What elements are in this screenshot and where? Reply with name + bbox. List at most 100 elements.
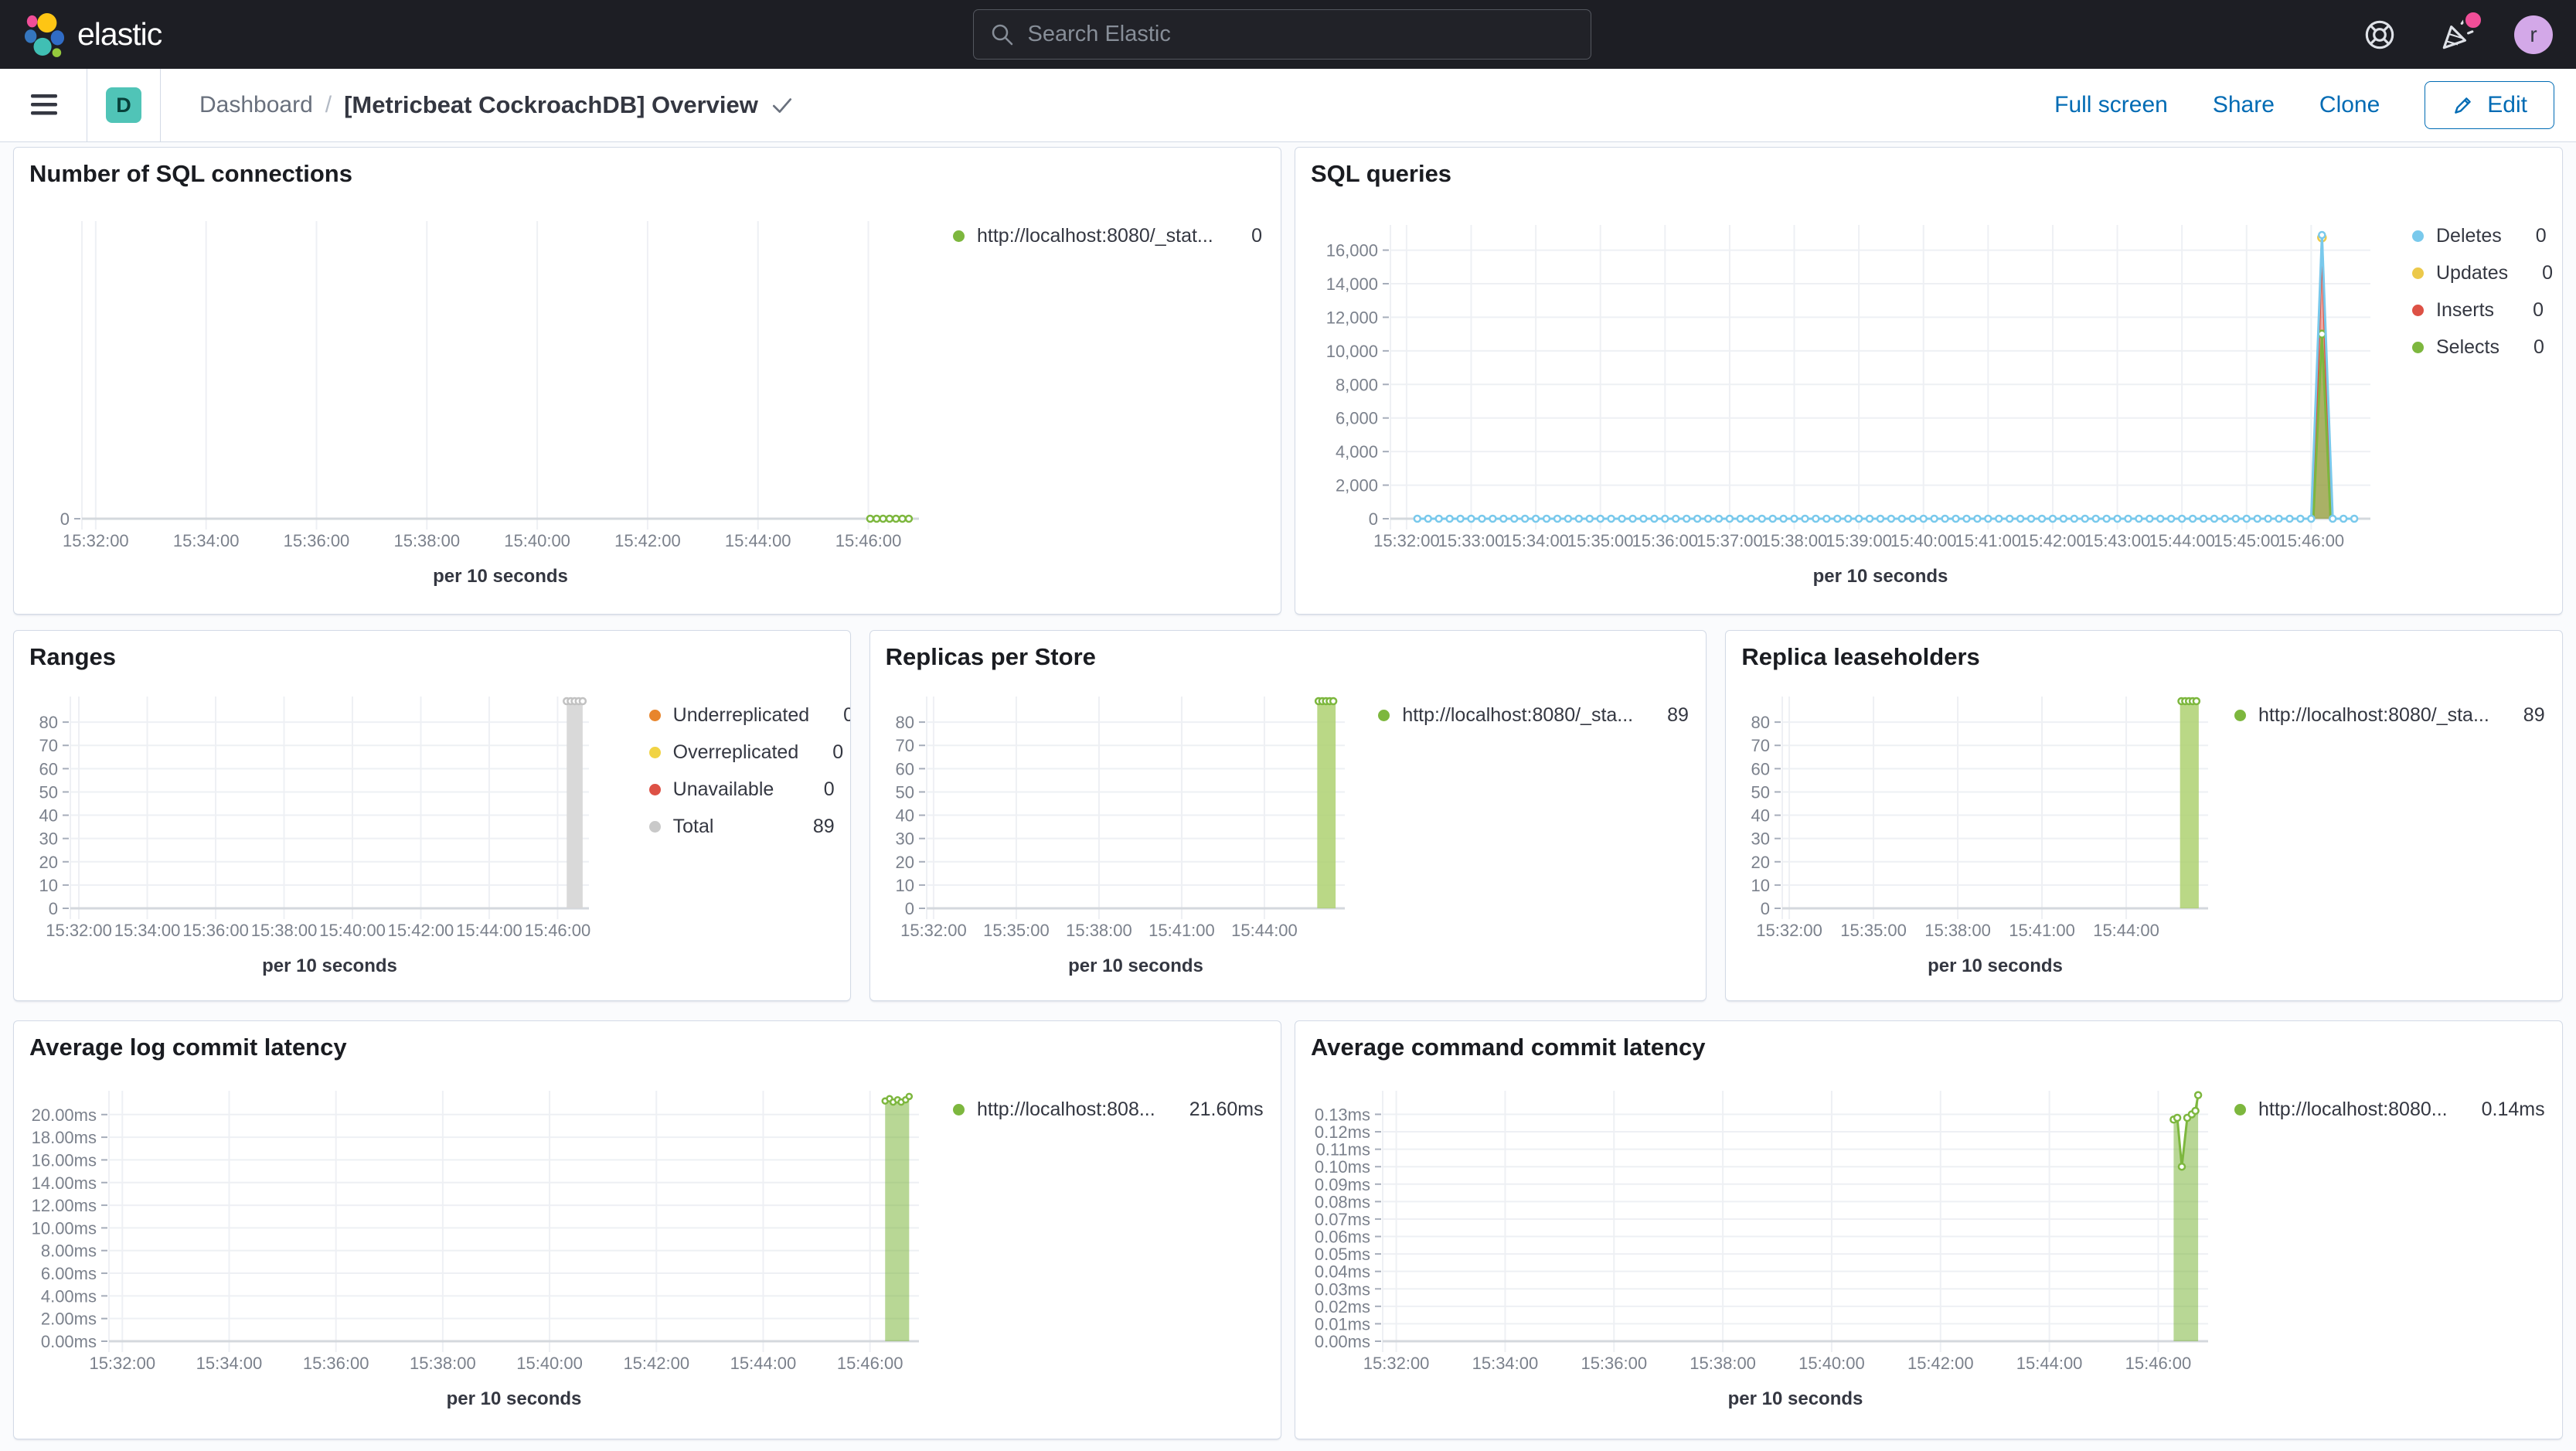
user-avatar[interactable]: r: [2514, 15, 2553, 54]
chart-legend: http://localhost:8080... 0.14ms: [2234, 1098, 2545, 1121]
legend-item[interactable]: Overreplicated 0: [648, 741, 843, 764]
svg-text:0.01ms: 0.01ms: [1315, 1314, 1370, 1333]
panel-title: Replica leaseholders: [1741, 643, 1980, 670]
elastic-brand[interactable]: elastic: [23, 12, 162, 57]
svg-text:15:33:00: 15:33:00: [1438, 531, 1505, 550]
legend-swatch-icon: [2234, 1104, 2246, 1115]
svg-text:15:35:00: 15:35:00: [983, 921, 1050, 940]
svg-text:15:44:00: 15:44:00: [730, 1354, 797, 1373]
legend-item[interactable]: Deletes 0: [2412, 225, 2547, 247]
svg-text:30: 30: [895, 829, 914, 849]
legend-swatch-icon: [2412, 230, 2424, 242]
svg-text:15:38:00: 15:38:00: [410, 1354, 476, 1373]
svg-text:70: 70: [1751, 736, 1770, 755]
svg-text:15:40:00: 15:40:00: [516, 1354, 583, 1373]
svg-text:20: 20: [1751, 853, 1770, 872]
chart-svg: 15:32:00 15:34:00 15:36:00 15:38:00 15:40:00…: [39, 697, 590, 976]
chart-canvas[interactable]: 15:32:00 15:34:00 15:36:00 15:38:00 15:40:00…: [1309, 1068, 2222, 1432]
chart-canvas[interactable]: 15:32:00 15:35:00 15:38:00 15:41:00 15:44:00…: [1740, 677, 2222, 994]
svg-text:15:34:00: 15:34:00: [1472, 1354, 1539, 1373]
life-buoy-icon: [2365, 20, 2394, 49]
divider: [160, 68, 161, 142]
svg-text:50: 50: [895, 782, 914, 802]
svg-text:0.06ms: 0.06ms: [1315, 1228, 1370, 1247]
svg-text:15:34:00: 15:34:00: [173, 531, 240, 550]
svg-text:0.05ms: 0.05ms: [1315, 1245, 1370, 1264]
legend-item[interactable]: Total 89: [648, 816, 835, 838]
help-button[interactable]: [2360, 15, 2400, 55]
svg-text:80: 80: [39, 713, 58, 732]
legend-swatch-icon: [2412, 342, 2424, 353]
panel-ranges: Ranges 15:32:00 15:34:00 15:36:00 15:38:00 1…: [13, 630, 851, 1001]
legend-label: Total: [672, 816, 714, 837]
chart-canvas[interactable]: 15:32:00 15:34:00 15:36:00 15:38:00 15:40:00…: [28, 677, 603, 994]
svg-text:15:32:00: 15:32:00: [1363, 1354, 1430, 1373]
chart-svg: 15:32:00 15:35:00 15:38:00 15:41:00 15:44:00…: [1751, 697, 2209, 976]
legend-swatch-icon: [2412, 267, 2424, 279]
legend-item[interactable]: http://localhost:8080/_stat... 0: [953, 225, 1262, 247]
legend-item[interactable]: http://localhost:808... 21.60ms: [953, 1098, 1264, 1121]
search-input[interactable]: [1015, 22, 1591, 47]
svg-text:15:32:00: 15:32:00: [1757, 921, 1823, 940]
full-screen-button[interactable]: Full screen: [2054, 92, 2168, 118]
chart-canvas[interactable]: 15:32:00 15:35:00 15:38:00 15:41:00 15:44:00…: [884, 677, 1359, 994]
svg-text:15:36:00: 15:36:00: [284, 531, 350, 550]
legend-swatch-icon: [648, 821, 661, 833]
legend-swatch-icon: [953, 1104, 965, 1115]
panel-title: Ranges: [29, 643, 116, 670]
legend-swatch-icon: [1378, 710, 1390, 721]
svg-text:40: 40: [39, 806, 58, 826]
space-badge[interactable]: D: [106, 87, 141, 123]
panel-sql-queries: SQL queries 15:32:00 15:33:00 15:34:00 15:3…: [1295, 147, 2563, 615]
legend-item[interactable]: Unavailable 0: [648, 778, 835, 801]
svg-text:15:38:00: 15:38:00: [1066, 921, 1132, 940]
svg-text:2.00ms: 2.00ms: [41, 1310, 97, 1329]
svg-text:0: 0: [49, 899, 58, 918]
legend-swatch-icon: [648, 747, 661, 758]
svg-text:60: 60: [39, 759, 58, 778]
legend-value: 0: [2535, 225, 2547, 247]
svg-text:15:38:00: 15:38:00: [1690, 1354, 1756, 1373]
breadcrumb-dashboard-link[interactable]: Dashboard: [199, 92, 313, 118]
svg-text:4.00ms: 4.00ms: [41, 1286, 97, 1306]
svg-text:50: 50: [1751, 782, 1770, 802]
svg-text:0.00ms: 0.00ms: [41, 1332, 97, 1351]
svg-text:15:42:00: 15:42:00: [2020, 531, 2086, 550]
legend-item[interactable]: http://localhost:8080... 0.14ms: [2234, 1098, 2545, 1121]
svg-text:15:44:00: 15:44:00: [1231, 921, 1298, 940]
legend-item[interactable]: Updates 0: [2412, 262, 2553, 284]
chart-canvas[interactable]: 15:32:00 15:34:00 15:36:00 15:38:00 15:40:00…: [28, 194, 933, 608]
legend-value: 89: [1667, 704, 1689, 726]
svg-text:per 10 seconds: per 10 seconds: [1928, 955, 2063, 976]
legend-swatch-icon: [953, 230, 965, 242]
panel-replica-leaseholders: Replica leaseholders 15:32:00 15:35:00 15:…: [1725, 630, 2563, 1001]
svg-text:16.00ms: 16.00ms: [32, 1150, 97, 1170]
legend-item[interactable]: Underreplicated 0: [648, 704, 850, 727]
svg-text:10: 10: [1751, 876, 1770, 895]
edit-button[interactable]: Edit: [2425, 81, 2554, 129]
legend-item[interactable]: Selects 0: [2412, 336, 2544, 359]
chart-canvas[interactable]: 15:32:00 15:34:00 15:36:00 15:38:00 15:40:00…: [28, 1068, 933, 1432]
legend-label: http://localhost:8080/_sta...: [1402, 704, 1634, 726]
legend-item[interactable]: http://localhost:8080/_sta... 89: [1378, 704, 1689, 727]
legend-value: 0: [2533, 299, 2544, 321]
chart-svg: 15:32:00 15:34:00 15:36:00 15:38:00 15:40:00…: [32, 1091, 919, 1409]
svg-text:15:38:00: 15:38:00: [1761, 531, 1828, 550]
share-button[interactable]: Share: [2212, 92, 2275, 118]
chart-canvas[interactable]: 15:32:00 15:33:00 15:34:00 15:35:00 15:36:00…: [1309, 194, 2384, 608]
legend-item[interactable]: Inserts 0: [2412, 299, 2544, 322]
svg-text:0.02ms: 0.02ms: [1315, 1297, 1370, 1316]
svg-text:15:41:00: 15:41:00: [2009, 921, 2076, 940]
svg-text:15:32:00: 15:32:00: [900, 921, 967, 940]
breadcrumb: Dashboard / [Metricbeat CockroachDB] Ove…: [199, 91, 794, 119]
chart-legend: http://localhost:8080/_sta... 89: [1378, 704, 1689, 727]
menu-button[interactable]: [22, 87, 68, 124]
svg-text:0: 0: [904, 899, 914, 918]
clone-button[interactable]: Clone: [2319, 92, 2380, 118]
legend-value: 0: [2533, 336, 2544, 358]
breadcrumb-separator: /: [325, 92, 332, 118]
news-button[interactable]: [2437, 9, 2483, 55]
svg-text:15:36:00: 15:36:00: [1632, 531, 1698, 550]
svg-text:15:40:00: 15:40:00: [1798, 1354, 1865, 1373]
legend-item[interactable]: http://localhost:8080/_sta... 89: [2234, 704, 2545, 727]
